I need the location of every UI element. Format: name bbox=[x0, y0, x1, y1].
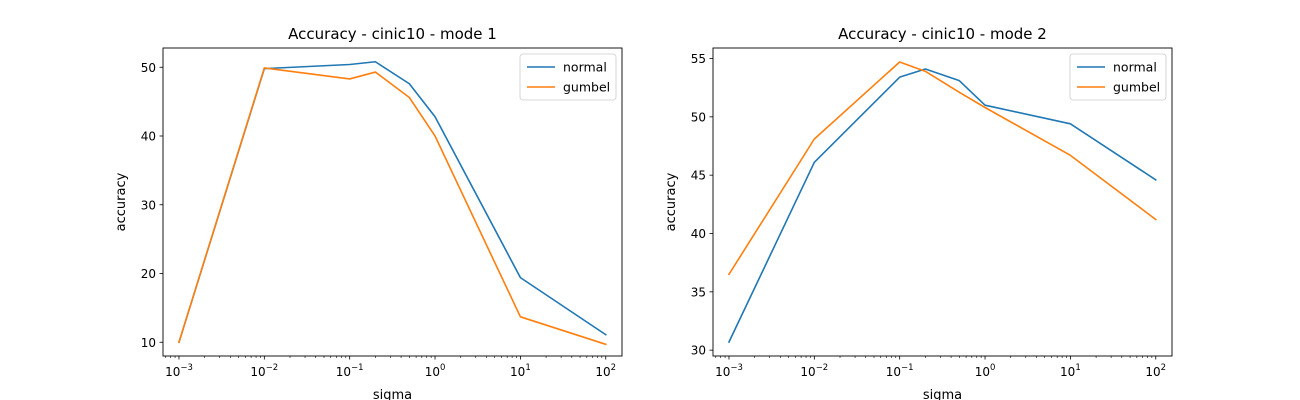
x-tick-label-exponent: 1 bbox=[1075, 363, 1080, 373]
x-tick-label-exponent: −2 bbox=[816, 363, 829, 373]
x-minor-ticks bbox=[715, 356, 1153, 358]
x-tick-label: 101 bbox=[510, 363, 531, 379]
x-tick-label-base: 10 bbox=[1145, 365, 1160, 379]
y-tick-label: 20 bbox=[141, 267, 156, 281]
y-tick-label: 50 bbox=[141, 61, 156, 75]
x-tick-label-base: 10 bbox=[595, 365, 610, 379]
plot-frame bbox=[712, 47, 1173, 357]
x-tick-label-exponent: −2 bbox=[266, 363, 279, 373]
x-tick-label-base: 10 bbox=[975, 365, 990, 379]
legend: normal gumbel bbox=[1069, 53, 1167, 101]
x-tick-label-base: 10 bbox=[715, 365, 730, 379]
x-tick-label-exponent: 2 bbox=[611, 363, 616, 373]
x-tick-label: 10−1 bbox=[886, 363, 914, 379]
x-tick-label-base: 10 bbox=[510, 365, 525, 379]
legend-box bbox=[519, 53, 617, 101]
y-tick-label: 40 bbox=[691, 227, 706, 241]
x-tick-label: 100 bbox=[425, 363, 446, 379]
x-tick-label-base: 10 bbox=[336, 365, 351, 379]
x-tick-label: 10−3 bbox=[165, 363, 193, 379]
plot-frame bbox=[162, 47, 623, 357]
chart-panel-1: Accuracy - cinic10 - mode 110−3 10−2 10−1 1… bbox=[114, 25, 623, 400]
x-tick-label: 10−1 bbox=[336, 363, 364, 379]
chart-panel-2: Accuracy - cinic10 - mode 210−3 10−2 10−1 1… bbox=[664, 25, 1173, 400]
x-tick-label-base: 10 bbox=[250, 365, 265, 379]
chart-title: Accuracy - cinic10 - mode 1 bbox=[288, 25, 497, 43]
y-axis-label: accuracy bbox=[664, 172, 679, 231]
y-tick-label: 35 bbox=[691, 285, 706, 299]
x-axis-label: sigma bbox=[923, 388, 962, 400]
x-tick-label: 100 bbox=[975, 363, 996, 379]
x-tick-label-exponent: −1 bbox=[351, 363, 364, 373]
x-tick-label-exponent: −3 bbox=[730, 363, 743, 373]
legend-label-gumbel: gumbel bbox=[1113, 80, 1160, 95]
x-axis-label: sigma bbox=[373, 388, 412, 400]
legend-label-normal: normal bbox=[563, 60, 607, 75]
y-axis-label: accuracy bbox=[114, 172, 129, 231]
x-tick-label: 102 bbox=[1145, 363, 1166, 379]
x-tick-label-exponent: −3 bbox=[180, 363, 193, 373]
x-tick-label: 10−2 bbox=[800, 363, 828, 379]
chart-title: Accuracy - cinic10 - mode 2 bbox=[838, 25, 1047, 43]
y-tick-label: 55 bbox=[691, 52, 706, 66]
x-tick-label-exponent: −1 bbox=[901, 363, 914, 373]
x-tick-label-exponent: 0 bbox=[440, 363, 445, 373]
series-line-normal bbox=[177, 60, 607, 344]
x-tick-label-exponent: 2 bbox=[1161, 363, 1166, 373]
y-tick-label: 30 bbox=[141, 198, 156, 212]
y-tick-label: 50 bbox=[691, 110, 706, 124]
x-tick-label-base: 10 bbox=[1060, 365, 1075, 379]
x-tick-label: 10−3 bbox=[715, 363, 743, 379]
x-tick-label-exponent: 0 bbox=[990, 363, 995, 373]
x-tick-label: 10−2 bbox=[250, 363, 278, 379]
x-tick-label-base: 10 bbox=[425, 365, 440, 379]
y-tick-label: 30 bbox=[691, 344, 706, 358]
series-line-gumbel bbox=[177, 67, 607, 346]
y-tick-label: 45 bbox=[691, 169, 706, 183]
x-tick-label-base: 10 bbox=[165, 365, 180, 379]
x-tick-label-base: 10 bbox=[886, 365, 901, 379]
y-tick-label: 40 bbox=[141, 130, 156, 144]
legend-label-gumbel: gumbel bbox=[563, 80, 610, 95]
legend-label-normal: normal bbox=[1113, 60, 1157, 75]
x-tick-label-exponent: 1 bbox=[525, 363, 530, 373]
x-tick-label: 102 bbox=[595, 363, 616, 379]
legend: normal gumbel bbox=[519, 53, 617, 101]
x-tick-label: 101 bbox=[1060, 363, 1081, 379]
x-minor-ticks bbox=[165, 356, 603, 358]
series-line-normal bbox=[727, 68, 1157, 344]
legend-box bbox=[1069, 53, 1167, 101]
y-tick-label: 10 bbox=[141, 336, 156, 350]
series-line-gumbel bbox=[727, 61, 1157, 276]
x-tick-label-base: 10 bbox=[800, 365, 815, 379]
